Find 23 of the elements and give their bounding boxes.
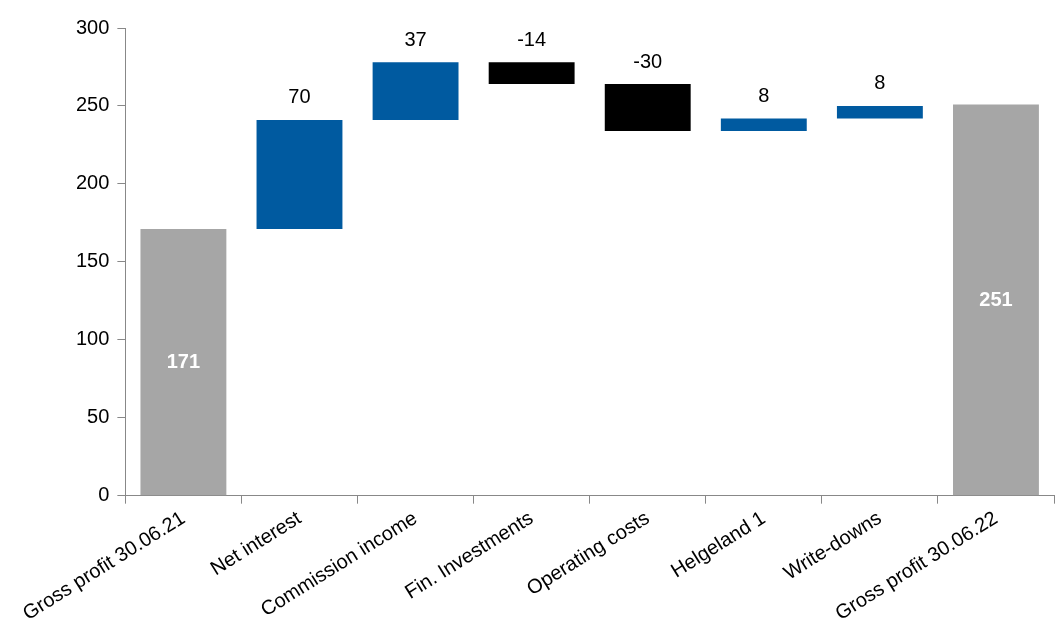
bar: [720, 118, 807, 131]
data-label: 70: [288, 85, 311, 108]
bar: [372, 62, 459, 120]
y-tick-label: 0: [98, 483, 110, 506]
y-tick-label: 150: [75, 249, 110, 272]
bar: [140, 229, 227, 496]
y-tick-label: 100: [75, 327, 110, 350]
data-label: 8: [874, 71, 886, 94]
data-label: 8: [758, 83, 770, 106]
y-tick-label: 50: [87, 405, 110, 428]
y-tick-label: 250: [75, 93, 110, 116]
data-label: 251: [979, 287, 1013, 310]
data-label: -14: [517, 27, 547, 50]
data-label: 171: [166, 349, 201, 372]
bar: [488, 62, 575, 85]
y-tick-label: 300: [75, 15, 110, 38]
bar: [256, 119, 343, 230]
bar: [836, 105, 923, 119]
data-label: -30: [633, 49, 663, 72]
bar: [604, 84, 691, 131]
y-tick-label: 200: [75, 171, 110, 194]
bar: [953, 104, 1039, 496]
data-label: 37: [404, 27, 427, 50]
